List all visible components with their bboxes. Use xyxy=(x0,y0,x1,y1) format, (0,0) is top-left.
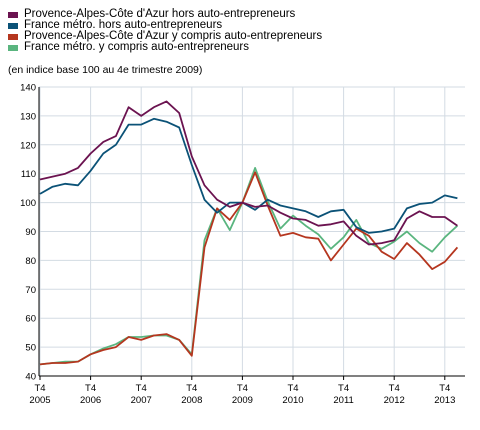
x-tick-year-label: 2009 xyxy=(232,395,253,406)
y-tick-label: 130 xyxy=(20,111,36,122)
x-tick-year-label: 2011 xyxy=(333,395,353,406)
legend-item: France métro. y compris auto-entrepreneu… xyxy=(8,41,322,53)
legend-item: Provence-Alpes-Côte d'Azur y compris aut… xyxy=(8,30,323,42)
legend-label: Provence-Alpes-Côte d'Azur y compris aut… xyxy=(24,30,323,42)
x-tick-year-label: 2006 xyxy=(80,395,101,406)
legend-item: France métro. hors auto-entrepreneurs xyxy=(8,19,322,31)
legend-label: France métro. y compris auto-entrepreneu… xyxy=(24,41,249,53)
legend-label: Provence-Alpes-Côte d'Azur hors auto-ent… xyxy=(24,8,296,20)
x-tick-year-label: 2013 xyxy=(434,395,455,406)
legend-swatch xyxy=(8,11,18,18)
x-tick-year-label: 2008 xyxy=(181,395,202,406)
y-tick-label: 60 xyxy=(25,314,36,325)
x-tick-quarter-label: T4 xyxy=(136,383,147,394)
y-tick-label: 140 xyxy=(20,83,36,94)
y-tick-label: 70 xyxy=(25,285,36,296)
x-tick-quarter-label: T4 xyxy=(338,383,349,394)
y-tick-label: 120 xyxy=(20,140,36,151)
y-tick-label: 50 xyxy=(25,343,36,354)
chart-subtitle: (en indice base 100 au 4e trimestre 2009… xyxy=(8,64,203,76)
y-tick-label: 90 xyxy=(25,227,36,238)
x-tick-quarter-label: T4 xyxy=(34,383,45,394)
x-tick-year-label: 2012 xyxy=(384,395,405,406)
y-tick-label: 100 xyxy=(20,198,36,209)
series-line xyxy=(39,100,458,246)
x-tick-year-label: 2007 xyxy=(131,395,152,406)
chart-legend: Provence-Alpes-Côte d'Azur hors auto-ent… xyxy=(8,8,323,53)
series-line xyxy=(39,166,459,366)
legend-label: France métro. hors auto-entrepreneurs xyxy=(24,19,223,31)
series-line xyxy=(39,117,458,234)
y-tick-label: 80 xyxy=(25,256,36,267)
legend-swatch xyxy=(8,44,18,51)
x-tick-year-label: 2010 xyxy=(282,395,303,406)
legend-swatch xyxy=(8,22,18,29)
x-tick-quarter-label: T4 xyxy=(287,383,298,394)
legend-item: Provence-Alpes-Côte d'Azur hors auto-ent… xyxy=(8,8,322,20)
legend-swatch xyxy=(8,33,18,40)
x-tick-quarter-label: T4 xyxy=(389,383,400,394)
x-tick-quarter-label: T4 xyxy=(85,383,96,394)
x-tick-quarter-label: T4 xyxy=(237,383,248,394)
x-tick-quarter-label: T4 xyxy=(439,383,450,394)
x-tick-quarter-label: T4 xyxy=(186,383,197,394)
x-tick-year-label: 2005 xyxy=(29,395,50,406)
series-line xyxy=(39,171,459,366)
y-tick-label: 40 xyxy=(25,372,36,383)
y-tick-label: 110 xyxy=(21,169,36,180)
